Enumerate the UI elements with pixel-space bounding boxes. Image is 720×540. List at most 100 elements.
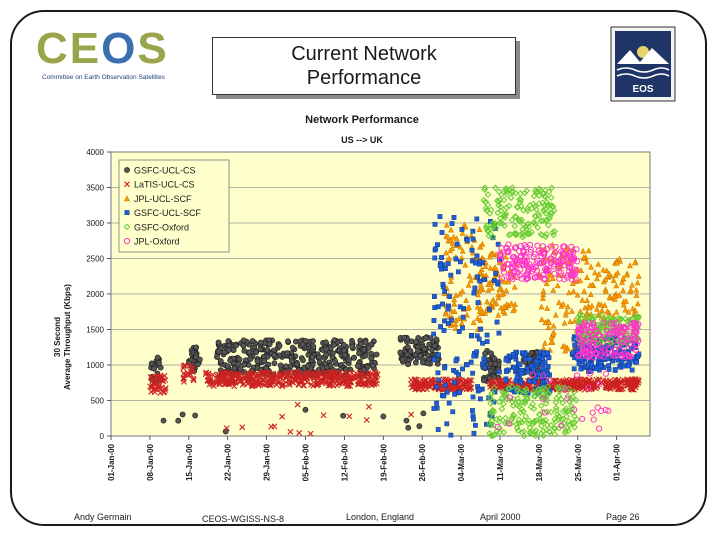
point-gsfc-ucl-cs <box>217 358 224 364</box>
point-gsfc-ucl-cs <box>362 352 369 359</box>
point-latis-ucl-cs <box>242 375 249 382</box>
point-jpl-ucl-scf <box>453 292 459 299</box>
point-gsfc-oxford <box>483 222 491 229</box>
point-jpl-ucl-scf <box>464 311 470 318</box>
y-tick-label: 0 <box>100 432 105 441</box>
point-gsfc-oxford <box>561 429 569 437</box>
point-gsfc-ucl-scf <box>478 326 484 332</box>
point-gsfc-ucl-scf <box>471 430 477 436</box>
point-latis-ucl-cs <box>220 376 227 383</box>
point-gsfc-oxford <box>524 205 531 213</box>
point-jpl-oxford <box>546 377 553 384</box>
point-jpl-ucl-scf <box>616 291 623 298</box>
point-gsfc-ucl-cs <box>310 338 316 344</box>
point-gsfc-ucl-scf <box>535 371 541 377</box>
point-gsfc-ucl-scf <box>503 357 509 363</box>
point-gsfc-ucl-cs <box>404 351 411 358</box>
point-gsfc-oxford <box>530 200 537 208</box>
point-gsfc-oxford <box>522 385 530 393</box>
point-gsfc-ucl-cs <box>283 363 289 370</box>
point-gsfc-ucl-cs <box>373 351 380 358</box>
point-jpl-ucl-scf <box>627 286 634 293</box>
point-jpl-ucl-scf <box>619 278 625 285</box>
point-latis-ucl-cs <box>588 379 595 386</box>
point-gsfc-ucl-cs <box>221 349 228 356</box>
y-tick-label: 3500 <box>86 184 104 193</box>
point-jpl-oxford <box>497 252 504 259</box>
point-jpl-ucl-scf <box>459 247 466 254</box>
point-gsfc-ucl-scf <box>503 369 509 374</box>
point-gsfc-ucl-cs <box>380 413 387 420</box>
legend-label: LaTIS-UCL-CS <box>134 180 195 190</box>
point-gsfc-ucl-scf <box>439 230 445 235</box>
point-gsfc-ucl-cs <box>305 362 311 369</box>
point-jpl-ucl-scf <box>583 258 590 265</box>
point-jpl-ucl-scf <box>464 305 471 312</box>
point-gsfc-ucl-cs <box>356 350 362 357</box>
point-gsfc-oxford <box>539 217 547 225</box>
chart-subtitle: US --> UK <box>341 135 383 145</box>
point-latis-ucl-cs <box>254 375 261 382</box>
eos-logo-text: EOS <box>632 84 653 95</box>
point-latis-ucl-cs <box>418 380 425 386</box>
point-latis-ucl-cs <box>328 369 335 376</box>
point-gsfc-ucl-scf <box>472 285 478 291</box>
point-latis-ucl-cs <box>296 429 303 436</box>
point-gsfc-oxford <box>501 211 509 219</box>
point-latis-ucl-cs <box>286 381 293 388</box>
point-jpl-oxford <box>570 248 577 256</box>
point-latis-ucl-cs <box>239 424 246 431</box>
point-gsfc-ucl-scf <box>441 328 447 333</box>
point-gsfc-ucl-scf <box>578 356 584 362</box>
point-gsfc-ucl-scf <box>527 356 533 362</box>
point-jpl-ucl-scf <box>495 311 502 318</box>
point-gsfc-ucl-scf <box>434 384 440 390</box>
point-gsfc-oxford <box>542 193 549 200</box>
point-gsfc-ucl-scf <box>445 306 451 312</box>
point-gsfc-oxford <box>531 203 539 210</box>
point-jpl-ucl-scf <box>564 303 571 310</box>
point-gsfc-oxford <box>553 395 560 402</box>
point-latis-ucl-cs <box>303 371 310 378</box>
point-gsfc-ucl-scf <box>473 260 478 266</box>
point-jpl-ucl-scf <box>455 315 462 322</box>
point-gsfc-oxford <box>570 419 578 427</box>
point-gsfc-oxford <box>490 384 498 391</box>
point-gsfc-oxford <box>512 230 520 237</box>
point-gsfc-ucl-scf <box>525 369 531 375</box>
point-gsfc-ucl-cs <box>237 366 244 372</box>
point-latis-ucl-cs <box>247 370 254 377</box>
point-gsfc-oxford <box>508 187 516 195</box>
point-jpl-ucl-scf <box>567 318 574 325</box>
point-jpl-oxford <box>631 319 639 326</box>
point-latis-ucl-cs <box>270 374 277 381</box>
point-gsfc-ucl-scf <box>453 358 459 364</box>
point-gsfc-ucl-scf <box>432 305 438 310</box>
point-gsfc-oxford <box>543 198 550 206</box>
point-gsfc-ucl-scf <box>586 362 592 367</box>
point-jpl-ucl-scf <box>578 267 584 273</box>
point-gsfc-ucl-cs <box>299 341 306 348</box>
point-jpl-oxford <box>500 265 507 272</box>
chart-svg: Network Performance US --> UK 30 Second … <box>53 114 651 481</box>
point-latis-ucl-cs <box>288 373 295 380</box>
point-gsfc-oxford <box>508 383 516 390</box>
point-gsfc-ucl-scf <box>578 366 584 372</box>
point-latis-ucl-cs <box>235 376 242 383</box>
point-gsfc-ucl-scf <box>436 377 442 383</box>
point-gsfc-oxford <box>550 231 557 239</box>
point-jpl-ucl-scf <box>500 307 507 314</box>
point-gsfc-oxford <box>495 201 502 209</box>
point-jpl-ucl-scf <box>614 269 621 276</box>
point-jpl-ucl-scf <box>474 303 481 310</box>
point-gsfc-oxford <box>507 420 514 428</box>
point-gsfc-oxford <box>549 203 557 211</box>
point-gsfc-oxford <box>519 233 526 241</box>
point-gsfc-oxford <box>486 430 493 437</box>
y-tick-label: 4000 <box>86 148 104 157</box>
point-jpl-oxford <box>619 352 626 360</box>
point-jpl-ucl-scf <box>465 281 472 288</box>
point-jpl-ucl-scf <box>561 319 568 326</box>
point-jpl-ucl-scf <box>550 287 557 293</box>
point-jpl-ucl-scf <box>548 334 555 341</box>
